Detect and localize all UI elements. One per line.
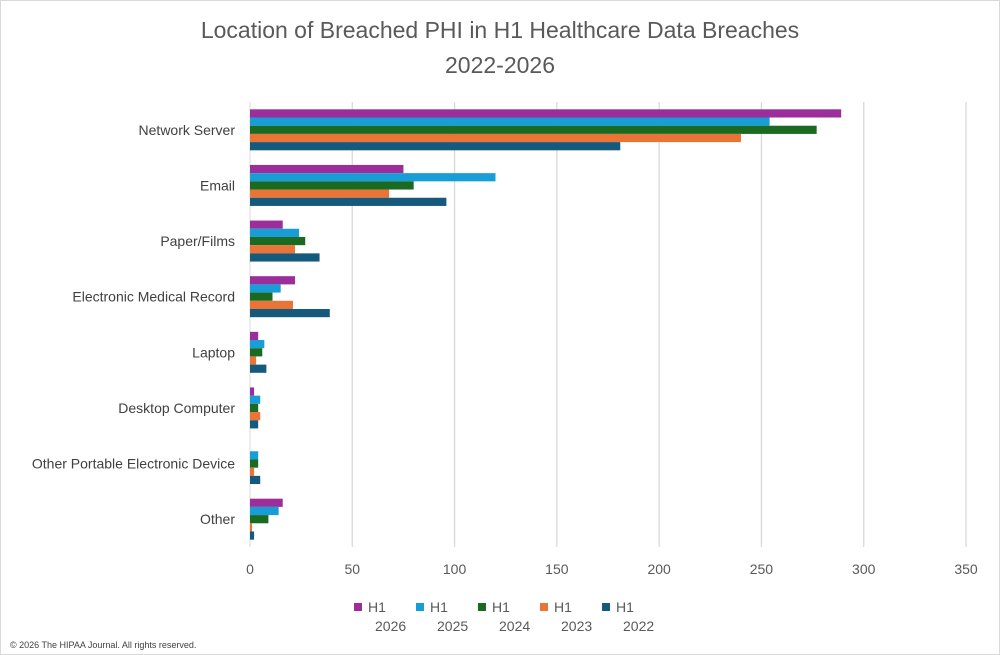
category-label-3: Electronic Medical Record bbox=[72, 289, 235, 305]
bar-h1-2025-5 bbox=[250, 395, 261, 404]
category-label-0: Network Server bbox=[139, 122, 236, 138]
legend-swatch bbox=[354, 603, 362, 611]
bar-h1-2026-2 bbox=[250, 220, 283, 229]
x-tick-label-0: 0 bbox=[246, 561, 254, 577]
bar-h1-2024-2 bbox=[250, 236, 306, 246]
x-tick-label-100: 100 bbox=[443, 561, 467, 577]
legend-label: H1 2023 bbox=[554, 598, 592, 636]
bar-h1-2023-7 bbox=[250, 523, 253, 532]
legend-label: H1 2024 bbox=[492, 598, 530, 636]
bar-h1-2024-1 bbox=[250, 181, 414, 190]
bar-h1-2022-0 bbox=[250, 142, 621, 151]
bar-h1-2022-5 bbox=[250, 420, 259, 429]
category-label-7: Other bbox=[200, 511, 235, 527]
x-tick-label-50: 50 bbox=[344, 561, 360, 577]
bar-h1-2023-6 bbox=[250, 467, 255, 476]
legend-label-line-2: 2024 bbox=[499, 618, 531, 634]
bar-h1-2026-1 bbox=[250, 164, 404, 174]
bar-h1-2026-3 bbox=[250, 276, 296, 285]
bar-h1-2022-7 bbox=[250, 531, 255, 540]
bar-h1-2023-1 bbox=[250, 189, 390, 198]
bar-h1-2026-4 bbox=[250, 331, 259, 341]
bar-h1-2023-4 bbox=[250, 356, 257, 365]
bar-h1-2022-6 bbox=[250, 475, 261, 485]
category-label-5: Desktop Computer bbox=[118, 400, 235, 416]
bar-h1-2022-2 bbox=[250, 253, 320, 262]
bar-h1-2023-3 bbox=[250, 300, 293, 309]
legend-item-3: H1 2023 bbox=[540, 598, 602, 636]
legend-label-line-2: 2026 bbox=[375, 618, 407, 634]
category-label-2: Paper/Films bbox=[160, 233, 235, 249]
legend-label: H1 2025 bbox=[430, 598, 468, 636]
bar-h1-2026-7 bbox=[250, 498, 283, 507]
copyright-notice: © 2026 The HIPAA Journal. All rights res… bbox=[10, 640, 197, 650]
x-tick-label-150: 150 bbox=[545, 561, 569, 577]
category-label-6: Other Portable Electronic Device bbox=[32, 456, 235, 472]
legend-label-line-2: 2025 bbox=[437, 618, 469, 634]
legend-label-line-1: H1 bbox=[554, 599, 572, 615]
legend-swatch bbox=[602, 603, 610, 611]
legend-item-2: H1 2024 bbox=[478, 598, 540, 636]
bar-h1-2024-3 bbox=[250, 292, 273, 301]
bar-h1-2025-2 bbox=[250, 228, 300, 237]
bar-h1-2022-4 bbox=[250, 364, 267, 373]
bar-h1-2024-4 bbox=[250, 348, 263, 357]
bar-h1-2025-0 bbox=[250, 117, 770, 126]
x-tick-label-200: 200 bbox=[647, 561, 671, 577]
bar-h1-2025-3 bbox=[250, 284, 281, 293]
legend-item-4: H1 2022 bbox=[602, 598, 664, 636]
legend-label-line-1: H1 bbox=[492, 599, 510, 615]
bar-h1-2025-6 bbox=[250, 451, 259, 460]
bar-h1-2026-5 bbox=[250, 387, 255, 396]
chart-title-line-2: 2022-2026 bbox=[445, 52, 555, 78]
bar-h1-2025-7 bbox=[250, 506, 279, 516]
legend-label: H1 2026 bbox=[368, 598, 406, 636]
x-tick-label-250: 250 bbox=[750, 561, 774, 577]
bar-h1-2025-1 bbox=[250, 173, 496, 182]
legend-swatch bbox=[416, 603, 424, 611]
legend-swatch bbox=[540, 603, 548, 611]
legend-item-0: H1 2026 bbox=[354, 598, 416, 636]
bar-h1-2026-0 bbox=[250, 109, 842, 118]
x-tick-label-350: 350 bbox=[954, 561, 978, 577]
legend-label-line-1: H1 bbox=[616, 599, 634, 615]
legend-label-line-2: 2022 bbox=[623, 618, 655, 634]
chart-legend: H1 2026 H1 2025 H1 2024 H1 2023 H1 2022 bbox=[354, 598, 664, 636]
bar-h1-2023-0 bbox=[250, 133, 741, 143]
legend-label-line-2: 2023 bbox=[561, 618, 593, 634]
bar-h1-2024-5 bbox=[250, 403, 259, 413]
category-label-1: Email bbox=[200, 177, 235, 193]
legend-label-line-1: H1 bbox=[430, 599, 448, 615]
chart-title-line-1: Location of Breached PHI in H1 Healthcar… bbox=[200, 17, 800, 43]
x-tick-label-300: 300 bbox=[852, 561, 876, 577]
bar-h1-2025-4 bbox=[250, 340, 265, 349]
bar-h1-2023-5 bbox=[250, 412, 261, 421]
category-label-4: Laptop bbox=[192, 344, 235, 360]
bar-h1-2022-3 bbox=[250, 308, 330, 318]
legend-label: H1 2022 bbox=[616, 598, 654, 636]
legend-item-1: H1 2025 bbox=[416, 598, 478, 636]
bar-h1-2022-1 bbox=[250, 197, 447, 206]
bar-h1-2024-7 bbox=[250, 515, 269, 524]
bar-h1-2024-0 bbox=[250, 125, 817, 134]
legend-swatch bbox=[478, 603, 486, 611]
bar-h1-2023-2 bbox=[250, 245, 296, 254]
legend-label-line-1: H1 bbox=[368, 599, 386, 615]
bar-h1-2024-6 bbox=[250, 459, 259, 468]
